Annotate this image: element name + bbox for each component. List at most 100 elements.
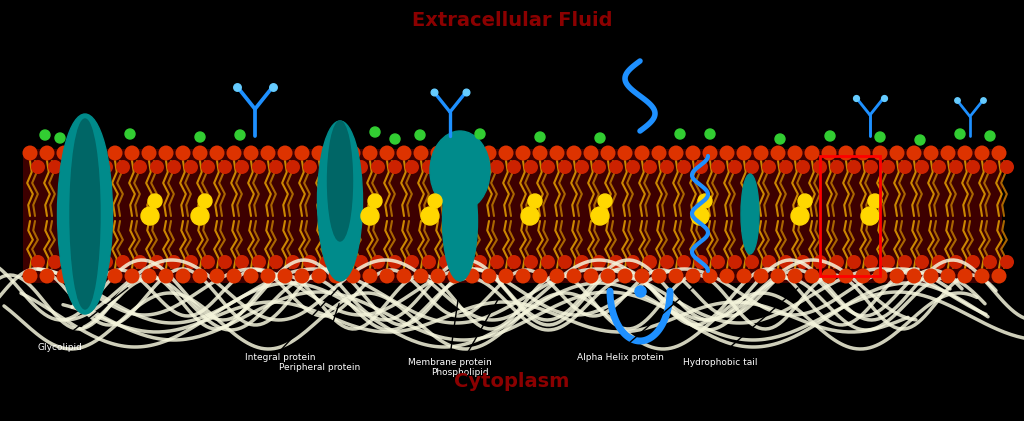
Circle shape bbox=[798, 194, 812, 208]
Circle shape bbox=[626, 255, 640, 269]
Circle shape bbox=[507, 255, 521, 269]
Circle shape bbox=[949, 160, 963, 174]
Circle shape bbox=[991, 146, 1007, 160]
Circle shape bbox=[303, 160, 317, 174]
Text: Hydrophobic tail: Hydrophobic tail bbox=[683, 358, 758, 367]
Circle shape bbox=[881, 160, 895, 174]
Circle shape bbox=[167, 160, 181, 174]
Circle shape bbox=[473, 160, 487, 174]
Circle shape bbox=[991, 269, 1007, 283]
Circle shape bbox=[371, 255, 385, 269]
Circle shape bbox=[362, 269, 378, 283]
Circle shape bbox=[830, 255, 844, 269]
Circle shape bbox=[370, 127, 380, 137]
Circle shape bbox=[813, 160, 827, 174]
Circle shape bbox=[133, 255, 147, 269]
Circle shape bbox=[82, 255, 96, 269]
Circle shape bbox=[295, 146, 309, 160]
Circle shape bbox=[234, 130, 245, 140]
Circle shape bbox=[311, 269, 327, 283]
Circle shape bbox=[685, 269, 700, 283]
Circle shape bbox=[874, 132, 885, 142]
Circle shape bbox=[770, 146, 785, 160]
Circle shape bbox=[975, 146, 989, 160]
Circle shape bbox=[82, 160, 96, 174]
Circle shape bbox=[481, 269, 497, 283]
Circle shape bbox=[609, 160, 623, 174]
Circle shape bbox=[890, 269, 904, 283]
Circle shape bbox=[966, 160, 980, 174]
Circle shape bbox=[825, 131, 835, 141]
Circle shape bbox=[191, 207, 209, 225]
Circle shape bbox=[23, 146, 38, 160]
Circle shape bbox=[855, 146, 870, 160]
Circle shape bbox=[422, 255, 436, 269]
Circle shape bbox=[234, 160, 249, 174]
Circle shape bbox=[600, 269, 615, 283]
Circle shape bbox=[957, 146, 973, 160]
Circle shape bbox=[345, 146, 360, 160]
Circle shape bbox=[813, 255, 827, 269]
Circle shape bbox=[286, 255, 300, 269]
Ellipse shape bbox=[741, 174, 759, 254]
Circle shape bbox=[694, 160, 708, 174]
Circle shape bbox=[558, 160, 572, 174]
Circle shape bbox=[600, 146, 615, 160]
Circle shape bbox=[23, 269, 38, 283]
Circle shape bbox=[847, 160, 861, 174]
Circle shape bbox=[447, 146, 463, 160]
Circle shape bbox=[218, 160, 232, 174]
Circle shape bbox=[872, 269, 888, 283]
Circle shape bbox=[368, 194, 382, 208]
Circle shape bbox=[524, 255, 538, 269]
Circle shape bbox=[388, 160, 402, 174]
Circle shape bbox=[796, 255, 810, 269]
Circle shape bbox=[915, 135, 925, 145]
Circle shape bbox=[361, 207, 379, 225]
Circle shape bbox=[390, 134, 400, 144]
Circle shape bbox=[40, 269, 54, 283]
Circle shape bbox=[499, 146, 513, 160]
Circle shape bbox=[278, 146, 293, 160]
Circle shape bbox=[575, 160, 589, 174]
Circle shape bbox=[643, 160, 657, 174]
Circle shape bbox=[48, 255, 62, 269]
Circle shape bbox=[702, 269, 718, 283]
Circle shape bbox=[754, 146, 768, 160]
Circle shape bbox=[932, 255, 946, 269]
Circle shape bbox=[955, 129, 965, 139]
Bar bbox=[820, 156, 880, 276]
Circle shape bbox=[99, 255, 113, 269]
Circle shape bbox=[787, 146, 803, 160]
Circle shape bbox=[745, 160, 759, 174]
Circle shape bbox=[694, 255, 708, 269]
Circle shape bbox=[48, 160, 62, 174]
Circle shape bbox=[159, 269, 173, 283]
Circle shape bbox=[175, 146, 190, 160]
Circle shape bbox=[499, 269, 513, 283]
Text: Membrane protein: Membrane protein bbox=[409, 358, 492, 367]
Circle shape bbox=[592, 160, 606, 174]
Circle shape bbox=[791, 207, 809, 225]
Circle shape bbox=[675, 129, 685, 139]
Circle shape bbox=[847, 255, 861, 269]
Circle shape bbox=[598, 194, 612, 208]
Circle shape bbox=[524, 160, 538, 174]
Circle shape bbox=[345, 269, 360, 283]
Circle shape bbox=[65, 160, 79, 174]
Circle shape bbox=[260, 146, 275, 160]
Circle shape bbox=[720, 146, 734, 160]
Circle shape bbox=[702, 146, 718, 160]
Circle shape bbox=[770, 269, 785, 283]
Circle shape bbox=[535, 132, 545, 142]
Circle shape bbox=[515, 269, 530, 283]
Circle shape bbox=[90, 269, 105, 283]
Circle shape bbox=[592, 255, 606, 269]
Circle shape bbox=[234, 255, 249, 269]
Circle shape bbox=[839, 269, 853, 283]
Circle shape bbox=[99, 160, 113, 174]
Circle shape bbox=[269, 160, 283, 174]
Circle shape bbox=[924, 269, 939, 283]
Circle shape bbox=[108, 146, 123, 160]
Circle shape bbox=[167, 255, 181, 269]
